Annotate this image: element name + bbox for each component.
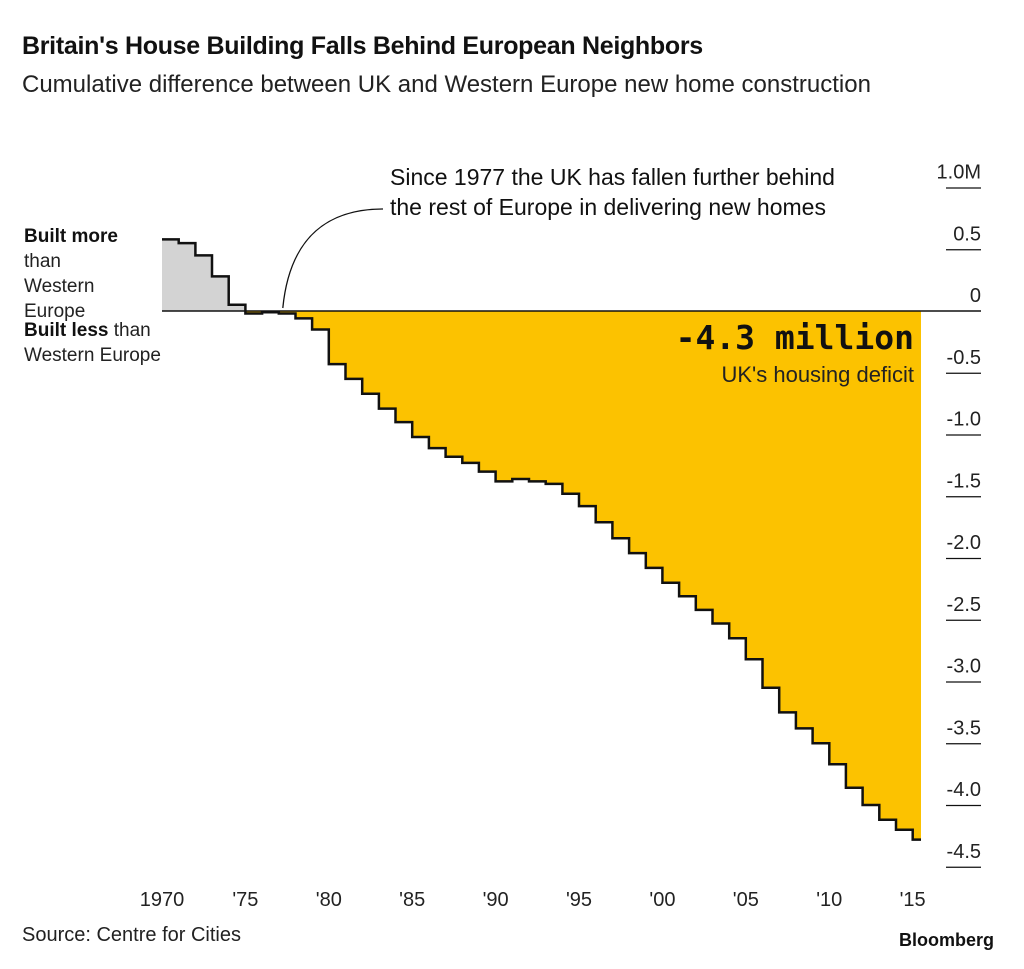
y-tick-label: -0.5 <box>947 347 981 369</box>
cumulative-step-line <box>162 238 921 841</box>
x-axis: 1970 '75 '80 '85 '90 '95 '00 '05 '10 '15 <box>140 889 926 911</box>
deficit-value: -4.3 million <box>675 318 914 357</box>
y-tick-label: -4.5 <box>947 841 981 863</box>
chart-title: Britain's House Building Falls Behind Eu… <box>22 32 703 60</box>
y-tick-label: 0.5 <box>953 223 981 245</box>
x-tick-label: '80 <box>316 889 342 911</box>
y-axis: 1.0M 0.5 0 -0.5 -1.0 -1.5 -2.0 -2.5 -3.0 -3.5 -4.0… <box>937 162 981 868</box>
y-tick-label: -3.0 <box>947 656 981 678</box>
y-tick-label: 0 <box>970 285 981 307</box>
y-tick-label: -2.0 <box>947 532 981 554</box>
chart-annotation: Since 1977 the UK has fallen further beh… <box>390 164 835 220</box>
y-tick-label: -3.5 <box>947 717 981 739</box>
x-tick-label: '10 <box>816 889 842 911</box>
legend-built-less-text: than Western Europe <box>24 320 161 366</box>
x-tick-label: '15 <box>900 889 926 911</box>
legend-built-more-bold: Built more <box>24 226 118 247</box>
x-tick-label: '95 <box>566 889 592 911</box>
y-tick-label: -2.5 <box>947 594 981 616</box>
y-tick-label: -1.0 <box>947 409 981 431</box>
chart-subtitle: Cumulative difference between UK and Wes… <box>22 71 871 98</box>
legend-built-more-text: than Western Europe <box>24 251 95 322</box>
legend-built-less-bold: Built less <box>24 320 109 341</box>
annotation-leader-line <box>282 208 384 309</box>
positive-area <box>162 239 921 311</box>
x-tick-label: '00 <box>649 889 675 911</box>
legend-built-more: Built more than Western Europe <box>24 224 134 324</box>
deficit-label: UK's housing deficit <box>721 362 914 387</box>
area-layer <box>162 239 921 840</box>
brand-logo: Bloomberg <box>898 930 994 950</box>
x-tick-label: '85 <box>399 889 425 911</box>
x-tick-label: '90 <box>483 889 509 911</box>
y-tick-label: -1.5 <box>947 470 981 492</box>
x-tick-label: '75 <box>232 889 258 911</box>
negative-area <box>162 311 921 840</box>
y-tick-label: 1.0M <box>937 162 981 184</box>
legend-built-less: Built less than Western Europe <box>24 318 174 368</box>
x-tick-label: '05 <box>733 889 759 911</box>
source-note: Source: Centre for Cities <box>22 924 241 946</box>
y-tick-label: -4.0 <box>947 779 981 801</box>
x-tick-label: 1970 <box>140 889 185 911</box>
